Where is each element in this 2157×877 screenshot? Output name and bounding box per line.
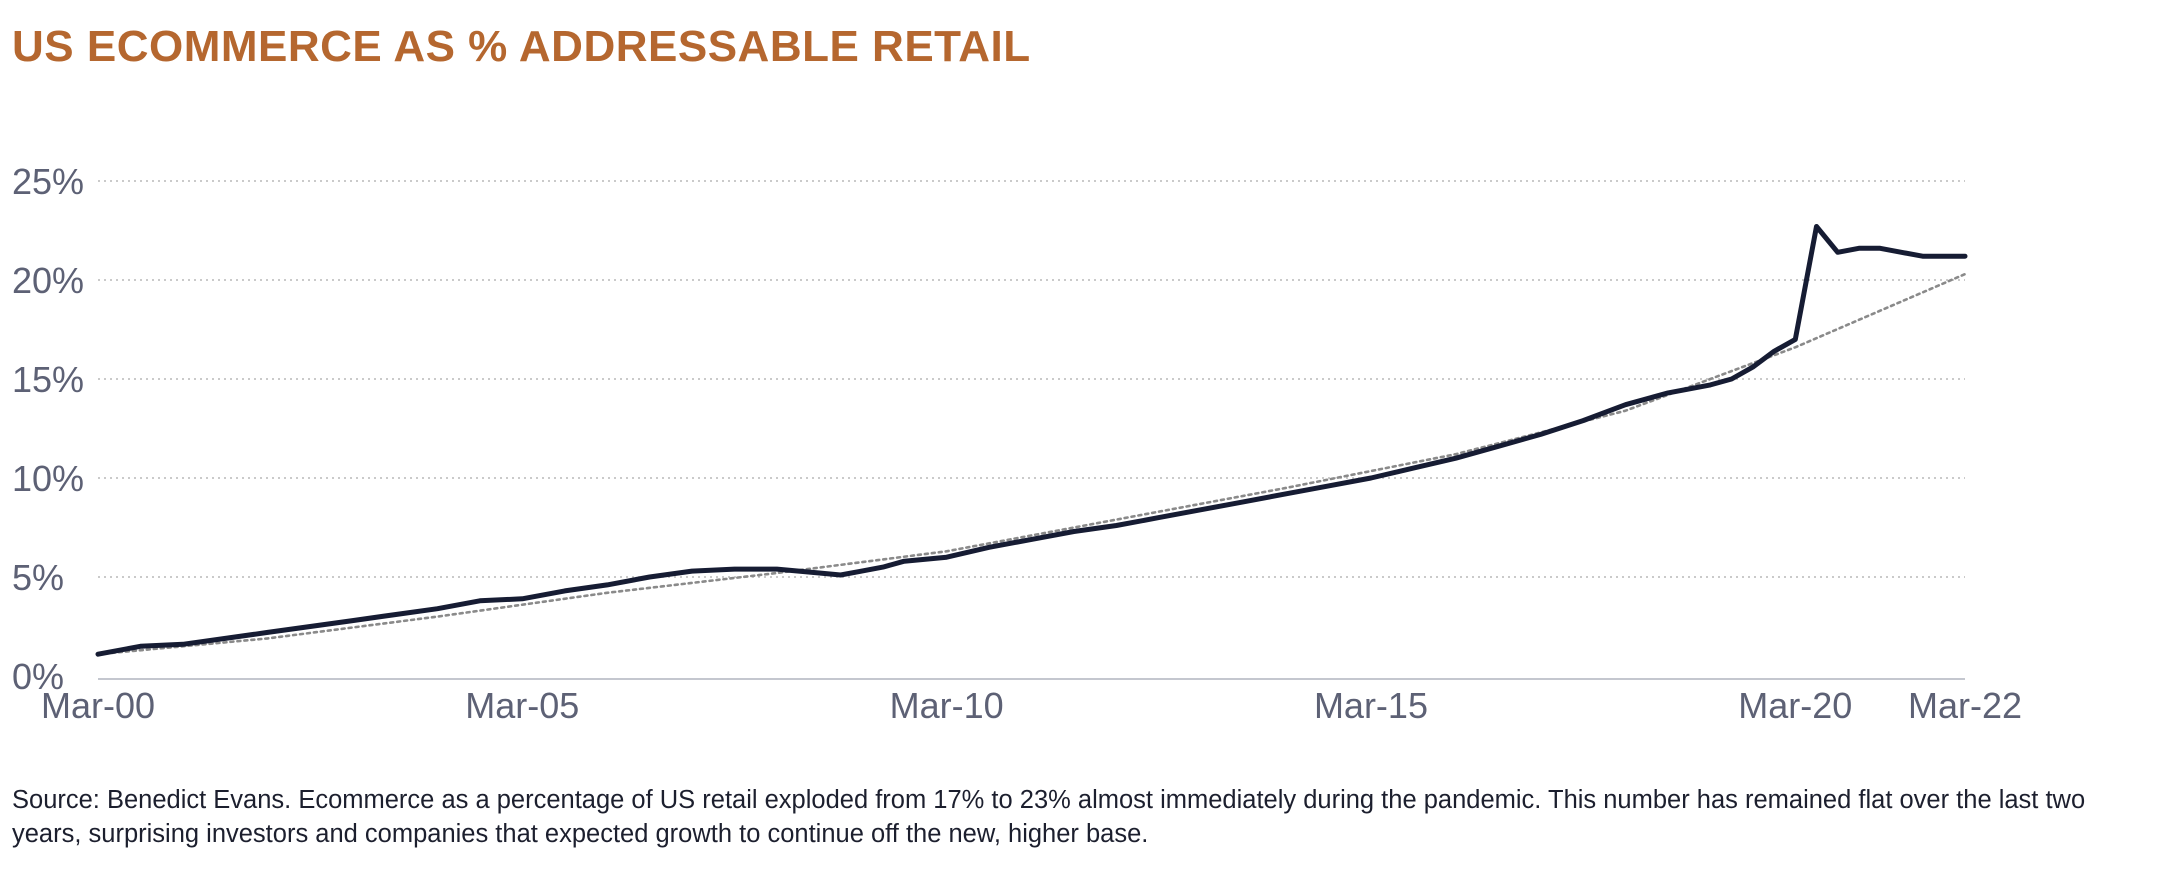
trend-line bbox=[96, 272, 1967, 656]
chart-title: US ECOMMERCE AS % ADDRESSABLE RETAIL bbox=[12, 22, 1031, 71]
x-axis-ticks: Mar-00 Mar-05 Mar-10 Mar-15 Mar-20 Mar-22 bbox=[41, 685, 2022, 726]
x-tick-label: Mar-15 bbox=[1314, 685, 1428, 726]
line-chart: 0% 5% 10% 15% 20% 25% Mar-00 Mar-05 Mar-10 Mar-1… bbox=[12, 161, 2022, 726]
y-axis-ticks: 0% 5% 10% 15% 20% 25% bbox=[12, 161, 84, 697]
y-tick-label: 25% bbox=[12, 161, 84, 202]
x-tick-label: Mar-20 bbox=[1738, 685, 1852, 726]
ecommerce-share-line bbox=[95, 224, 1968, 657]
y-tick-label: 0% bbox=[12, 656, 64, 697]
x-tick-label: Mar-05 bbox=[465, 685, 579, 726]
x-tick-label: Mar-00 bbox=[41, 685, 155, 726]
x-tick-label: Mar-22 bbox=[1908, 685, 2022, 726]
gridlines bbox=[98, 180, 1965, 578]
y-tick-label: 20% bbox=[12, 260, 84, 301]
y-tick-label: 5% bbox=[12, 557, 64, 598]
x-tick-label: Mar-10 bbox=[890, 685, 1004, 726]
series-group bbox=[95, 224, 1968, 657]
y-tick-label: 15% bbox=[12, 359, 84, 400]
source-caption: Source: Benedict Evans. Ecommerce as a p… bbox=[12, 786, 2086, 848]
y-tick-label: 10% bbox=[12, 458, 84, 499]
